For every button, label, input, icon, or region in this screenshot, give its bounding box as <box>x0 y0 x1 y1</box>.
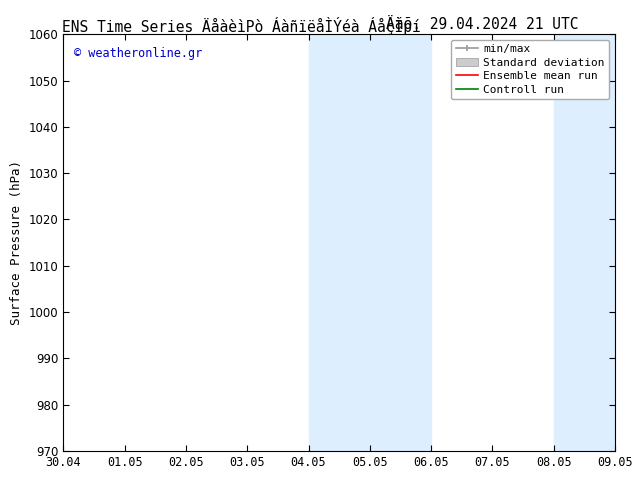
Bar <box>309 34 431 451</box>
Legend: min/max, Standard deviation, Ensemble mean run, Controll run: min/max, Standard deviation, Ensemble me… <box>451 40 609 99</box>
Text: Ääõ. 29.04.2024 21 UTC: Ääõ. 29.04.2024 21 UTC <box>385 17 578 32</box>
Text: © weatheronline.gr: © weatheronline.gr <box>74 47 203 60</box>
Bar <box>553 34 615 451</box>
Y-axis label: Surface Pressure (hPa): Surface Pressure (hPa) <box>10 160 23 325</box>
Text: ENS Time Series ÄåàèìPò ÁàñïëåÌÝéà ÁåçÌpí: ENS Time Series ÄåàèìPò ÁàñïëåÌÝéà ÁåçÌp… <box>61 17 420 35</box>
